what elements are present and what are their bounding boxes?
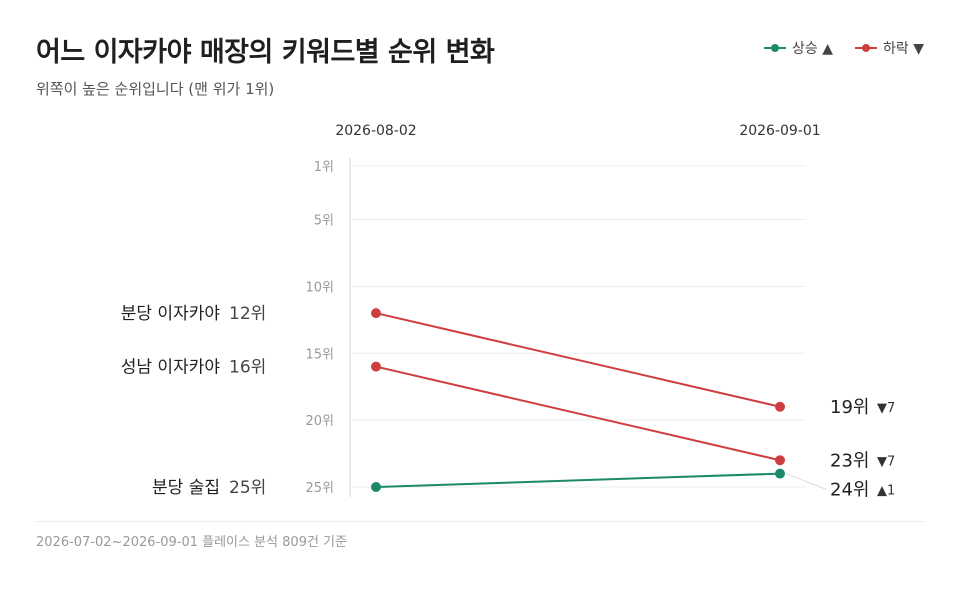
y-tick-label: 5위 [314, 214, 334, 229]
start-rank-label: 12위 [229, 304, 266, 324]
chart-subtitle: 위쪽이 높은 순위입니다 (맨 위가 1위) [36, 80, 275, 98]
series-line [375, 365, 781, 462]
series-name-label: 분당 술집 [152, 478, 220, 498]
x-label-end: 2026-09-01 [739, 123, 820, 139]
legend-swatch-down [855, 44, 878, 52]
start-rank-label: 25위 [229, 478, 266, 498]
footer-note: 2026-07-02~2026-09-01 플레이스 분석 809건 기준 [36, 535, 347, 550]
legend-label-up: 상승 ▲ [792, 41, 834, 57]
y-tick-label: 1위 [314, 160, 334, 175]
point-start [371, 361, 381, 372]
rank-change-label: ▼7 [877, 454, 895, 469]
chart-title: 어느 이자카야 매장의 키워드별 순위 변화 [36, 37, 495, 68]
x-label-start: 2026-08-02 [335, 123, 416, 139]
point-end [775, 401, 785, 412]
end-rank-label: 23위 [830, 450, 869, 471]
rank-change-label: ▼7 [877, 401, 895, 416]
end-rank-label: 24위 [830, 479, 869, 500]
start-rank-label: 16위 [229, 358, 266, 378]
series-name-label: 성남 이자카야 [121, 358, 221, 378]
label-leader-line [785, 473, 827, 490]
legend-label-down: 하락 ▼ [883, 41, 924, 57]
series-line [375, 312, 781, 408]
footer-divider [36, 521, 924, 522]
legend-swatch-up [764, 44, 787, 52]
legend: 상승 ▲ 하락 ▼ [764, 38, 924, 58]
point-end [775, 468, 785, 479]
y-tick-label: 15위 [305, 347, 334, 362]
legend-item-down: 하락 ▼ [855, 38, 924, 58]
point-start [371, 482, 381, 492]
y-tick-label: 25위 [305, 481, 334, 496]
point-end [775, 455, 785, 466]
end-rank-label: 19위 [830, 397, 869, 418]
y-tick-label: 10위 [305, 280, 334, 295]
y-tick-label: 20위 [305, 414, 334, 429]
series-name-label: 분당 이자카야 [121, 304, 221, 324]
rank-change-label: ▲1 [877, 483, 895, 498]
legend-item-up: 상승 ▲ [764, 38, 833, 58]
point-start [371, 308, 381, 319]
series-line [375, 472, 781, 488]
